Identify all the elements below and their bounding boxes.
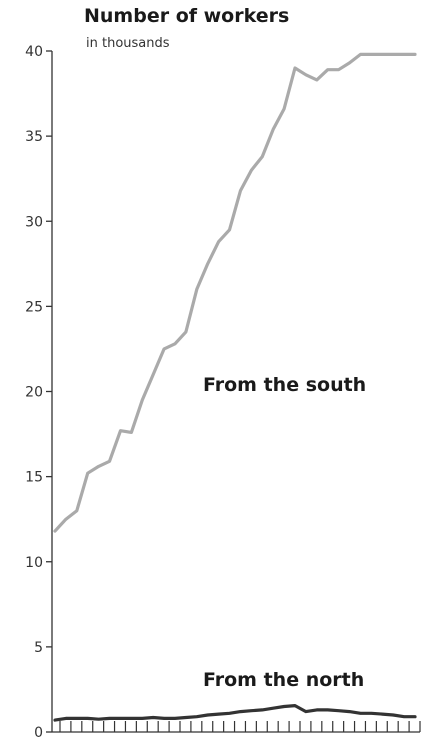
y-tick-label: 30 xyxy=(25,214,43,230)
chart-subtitle: in thousands xyxy=(86,36,170,51)
y-tick-label: 0 xyxy=(34,725,43,741)
y-tick-label: 15 xyxy=(25,470,43,486)
series-line-south xyxy=(53,52,417,533)
y-axis: 0 5 10 15 20 25 30 35 40 xyxy=(25,44,53,741)
y-tick-label: 20 xyxy=(25,385,43,401)
series-line-north xyxy=(53,703,417,722)
y-tick-label: 40 xyxy=(25,44,43,60)
series-layer xyxy=(53,52,417,722)
y-tick-label: 10 xyxy=(25,555,43,571)
y-tick-label: 5 xyxy=(34,640,43,656)
series-label-north: From the north xyxy=(203,669,364,691)
y-tick-label: 35 xyxy=(25,129,43,145)
series-label-south: From the south xyxy=(203,374,366,396)
y-tick-label: 25 xyxy=(25,299,43,315)
x-axis xyxy=(52,721,421,733)
chart-title: Number of workers xyxy=(84,5,289,27)
